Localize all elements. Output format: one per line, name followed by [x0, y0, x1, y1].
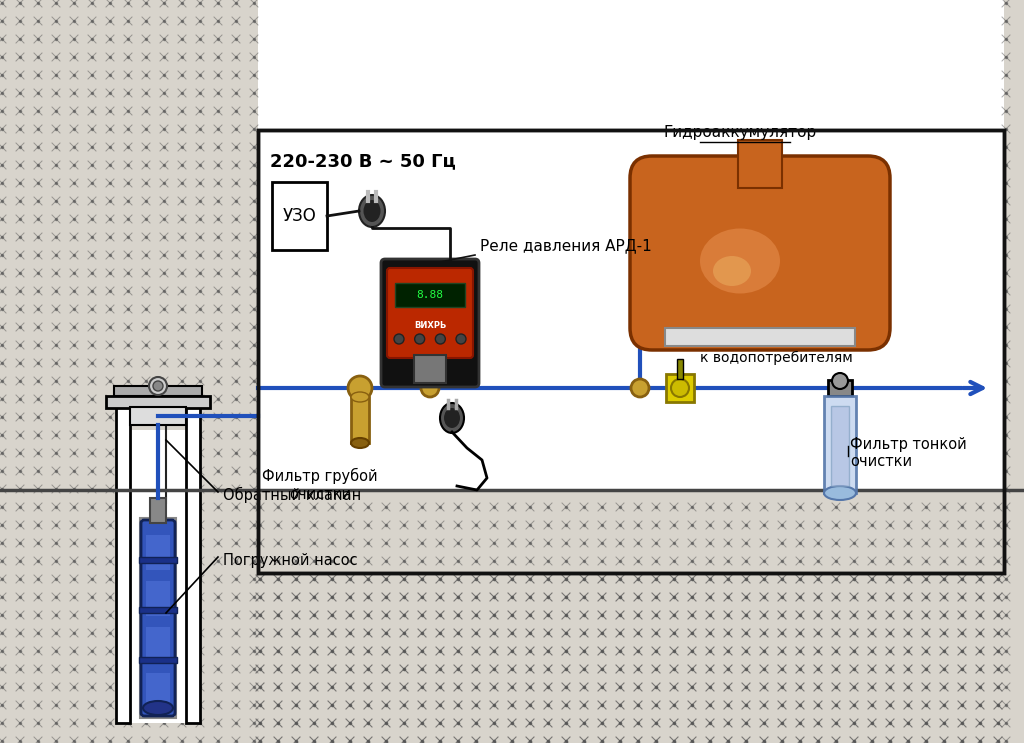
Ellipse shape [440, 403, 464, 433]
Bar [130, 407, 186, 425]
Ellipse shape [700, 229, 780, 293]
Circle shape [415, 334, 425, 344]
Bar [351, 397, 369, 443]
Bar [258, 490, 1004, 573]
FancyBboxPatch shape [141, 520, 175, 716]
FancyBboxPatch shape [387, 268, 473, 358]
Circle shape [456, 334, 466, 344]
Ellipse shape [364, 200, 381, 222]
Text: Реле давления АРД-1: Реле давления АРД-1 [480, 238, 651, 253]
Text: Фильтр тонкой
очистки: Фильтр тонкой очистки [850, 437, 967, 469]
Ellipse shape [351, 392, 369, 402]
Text: Фильтр грубой
очистки: Фильтр грубой очистки [262, 468, 378, 502]
Bar [130, 430, 186, 723]
Ellipse shape [713, 256, 751, 286]
Bar [146, 535, 170, 570]
Ellipse shape [143, 701, 173, 715]
Bar [139, 607, 177, 613]
Bar [258, 130, 1004, 573]
Bar [738, 140, 782, 188]
Circle shape [435, 334, 445, 344]
Bar [414, 355, 446, 383]
Bar [665, 328, 855, 346]
Text: 220-230 В ~ 50 Гц: 220-230 В ~ 50 Гц [270, 152, 456, 170]
Bar [828, 380, 852, 396]
Text: Гидроаккумулятор: Гидроаккумулятор [664, 125, 816, 140]
Bar [824, 396, 856, 493]
Bar [139, 657, 177, 663]
Bar [1004, 0, 1024, 743]
Circle shape [631, 379, 649, 397]
Bar [139, 557, 177, 563]
Circle shape [394, 334, 404, 344]
Text: УЗО: УЗО [283, 207, 316, 225]
Bar [106, 396, 210, 408]
Bar [666, 374, 694, 402]
Text: Обратный клапан: Обратный клапан [223, 487, 361, 503]
Text: к водопотребителям: к водопотребителям [700, 351, 853, 365]
FancyBboxPatch shape [630, 156, 890, 350]
Bar [146, 673, 170, 708]
Bar [114, 386, 202, 396]
Bar [831, 406, 849, 486]
Bar [116, 400, 130, 723]
Bar [258, 130, 1004, 573]
Bar [140, 518, 176, 718]
Ellipse shape [359, 195, 385, 227]
Bar [150, 498, 166, 523]
Text: ВИХРЬ: ВИХРЬ [414, 320, 446, 329]
Bar [258, 573, 1004, 743]
Circle shape [153, 381, 163, 391]
Circle shape [348, 376, 372, 400]
Bar [186, 400, 200, 723]
Bar [146, 627, 170, 662]
Circle shape [831, 373, 848, 389]
FancyBboxPatch shape [381, 259, 479, 387]
Bar [395, 283, 465, 307]
Bar [677, 359, 683, 379]
Bar [258, 130, 1004, 573]
Ellipse shape [351, 438, 369, 448]
Circle shape [150, 377, 167, 395]
Text: 8.88: 8.88 [417, 290, 443, 300]
Ellipse shape [824, 486, 856, 500]
Circle shape [671, 379, 689, 397]
Ellipse shape [444, 408, 460, 428]
Bar [146, 581, 170, 616]
Bar [0, 0, 258, 743]
Text: Погружной насос: Погружной насос [223, 553, 357, 568]
Bar [272, 182, 327, 250]
Circle shape [421, 379, 439, 397]
